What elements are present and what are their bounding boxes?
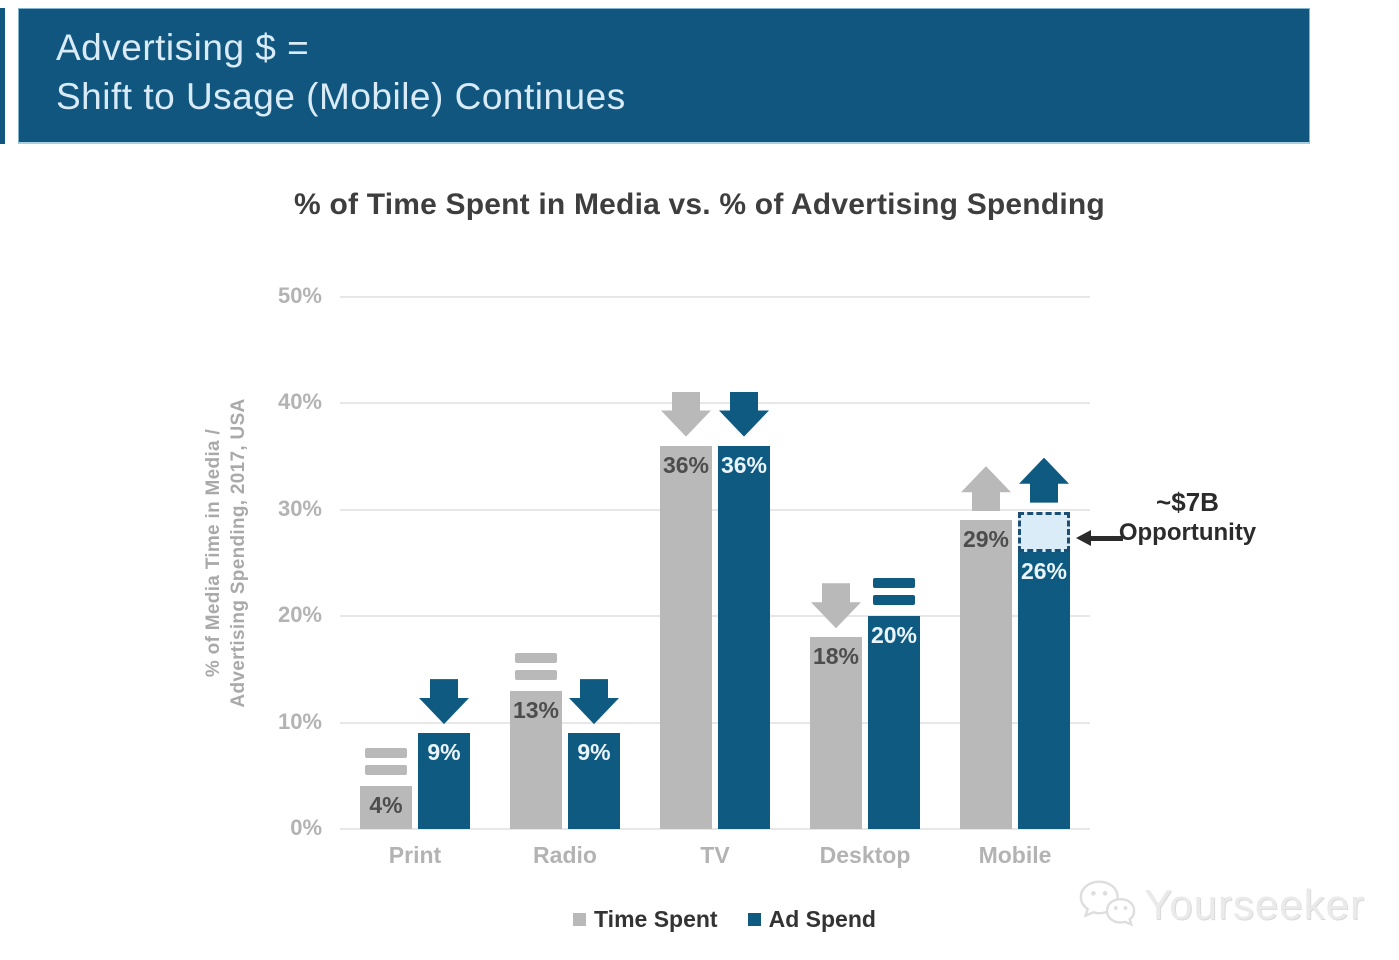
x-category-tv: TV — [700, 842, 730, 868]
gridline-0 — [340, 828, 1090, 830]
annotation-line-2: Opportunity — [1118, 519, 1257, 546]
y-tick-0: 0% — [290, 815, 322, 840]
down-arrow-icon-tv-ad-spend — [719, 391, 769, 437]
header-line-1: Advertising $ = — [56, 27, 310, 68]
bar-value-radio-ad-spend: 9% — [577, 739, 611, 766]
x-category-mobile: Mobile — [978, 842, 1052, 868]
gridline-50 — [340, 295, 1090, 298]
bar-value-desktop-time-spent: 18% — [812, 643, 860, 670]
bar-value-mobile-ad-spend: 26% — [1020, 558, 1068, 585]
y-tick-50: 50% — [277, 282, 322, 308]
x-category-print: Print — [388, 842, 442, 868]
watermark: Yourseeker — [1076, 874, 1365, 936]
bar-tv-ad-spend — [718, 445, 770, 829]
up-arrow-icon-mobile-time-spent — [961, 466, 1011, 512]
bar-print-time-spent — [360, 786, 412, 829]
bar-desktop-ad-spend — [868, 616, 920, 829]
gridline-10 — [340, 721, 1090, 724]
opportunity-annotation: ~$7B Opportunity — [1105, 487, 1270, 547]
chart-legend: Time Spent Ad Spend — [50, 906, 1399, 933]
header-banner: Advertising $ = Shift to Usage (Mobile) … — [18, 8, 1310, 144]
bar-radio-time-spent — [510, 690, 562, 829]
legend-label-time-spent: Time Spent — [594, 906, 718, 932]
gridline-20 — [340, 615, 1090, 617]
equals-bar — [873, 595, 915, 605]
legend-label-ad-spend: Ad Spend — [768, 906, 876, 932]
bar-mobile-ad-spend — [1018, 552, 1070, 829]
time-spent-swatch-icon — [573, 913, 587, 926]
chart-title: % of Time Spent in Media vs. % of Advert… — [294, 188, 1105, 221]
annotation-arrow-icon — [1076, 530, 1123, 546]
banner-edge-sliver — [0, 8, 5, 144]
equals-bar — [365, 748, 407, 759]
header-line-2: Shift to Usage (Mobile) Continues — [56, 76, 626, 117]
bar-value-mobile-time-spent: 29% — [962, 526, 1010, 553]
legend-item-ad-spend: Ad Spend — [747, 906, 876, 933]
x-category-desktop: Desktop — [819, 842, 911, 868]
bar-radio-ad-spend — [568, 733, 620, 829]
down-arrow-icon-desktop-time-spent — [811, 583, 861, 629]
bar-value-print-time-spent: 4% — [369, 792, 403, 819]
equals-bar — [873, 578, 915, 588]
ad-spend-swatch-icon — [747, 913, 761, 926]
watermark-text: Yourseeker — [1144, 881, 1365, 928]
bar-value-tv-time-spent: 36% — [662, 451, 710, 478]
down-arrow-icon-print-ad-spend — [419, 679, 469, 725]
bar-value-tv-ad-spend: 36% — [720, 451, 768, 478]
annotation-line-1: ~$7B — [1156, 487, 1219, 517]
equals-bar — [515, 669, 557, 680]
opportunity-box — [1018, 511, 1070, 553]
bar-value-radio-time-spent: 13% — [512, 696, 560, 723]
bar-value-desktop-ad-spend: 20% — [870, 622, 918, 648]
equals-icon-desktop-ad-spend — [873, 578, 915, 605]
y-tick-20: 20% — [277, 602, 322, 627]
gridline-40 — [340, 402, 1090, 404]
bar-print-ad-spend — [418, 733, 470, 829]
x-category-radio: Radio — [533, 842, 597, 868]
chat-bubbles-logo-icon — [1079, 880, 1136, 927]
equals-icon-print-time-spent — [365, 748, 407, 776]
down-arrow-icon-radio-ad-spend — [569, 679, 619, 725]
bar-desktop-time-spent — [810, 637, 862, 829]
equals-bar — [365, 765, 407, 776]
up-arrow-icon-mobile-ad-spend — [1019, 457, 1069, 503]
bar-mobile-time-spent — [960, 520, 1012, 829]
gridline-30 — [340, 508, 1090, 511]
y-tick-40: 40% — [277, 389, 322, 414]
equals-bar — [515, 652, 557, 663]
down-arrow-icon-tv-time-spent — [661, 391, 711, 437]
bar-value-print-ad-spend: 9% — [427, 739, 461, 766]
y-tick-10: 10% — [277, 708, 322, 734]
legend-item-time-spent: Time Spent — [573, 906, 718, 933]
equals-icon-radio-time-spent — [515, 652, 557, 680]
bar-tv-time-spent — [660, 445, 712, 829]
y-tick-30: 30% — [277, 495, 322, 521]
